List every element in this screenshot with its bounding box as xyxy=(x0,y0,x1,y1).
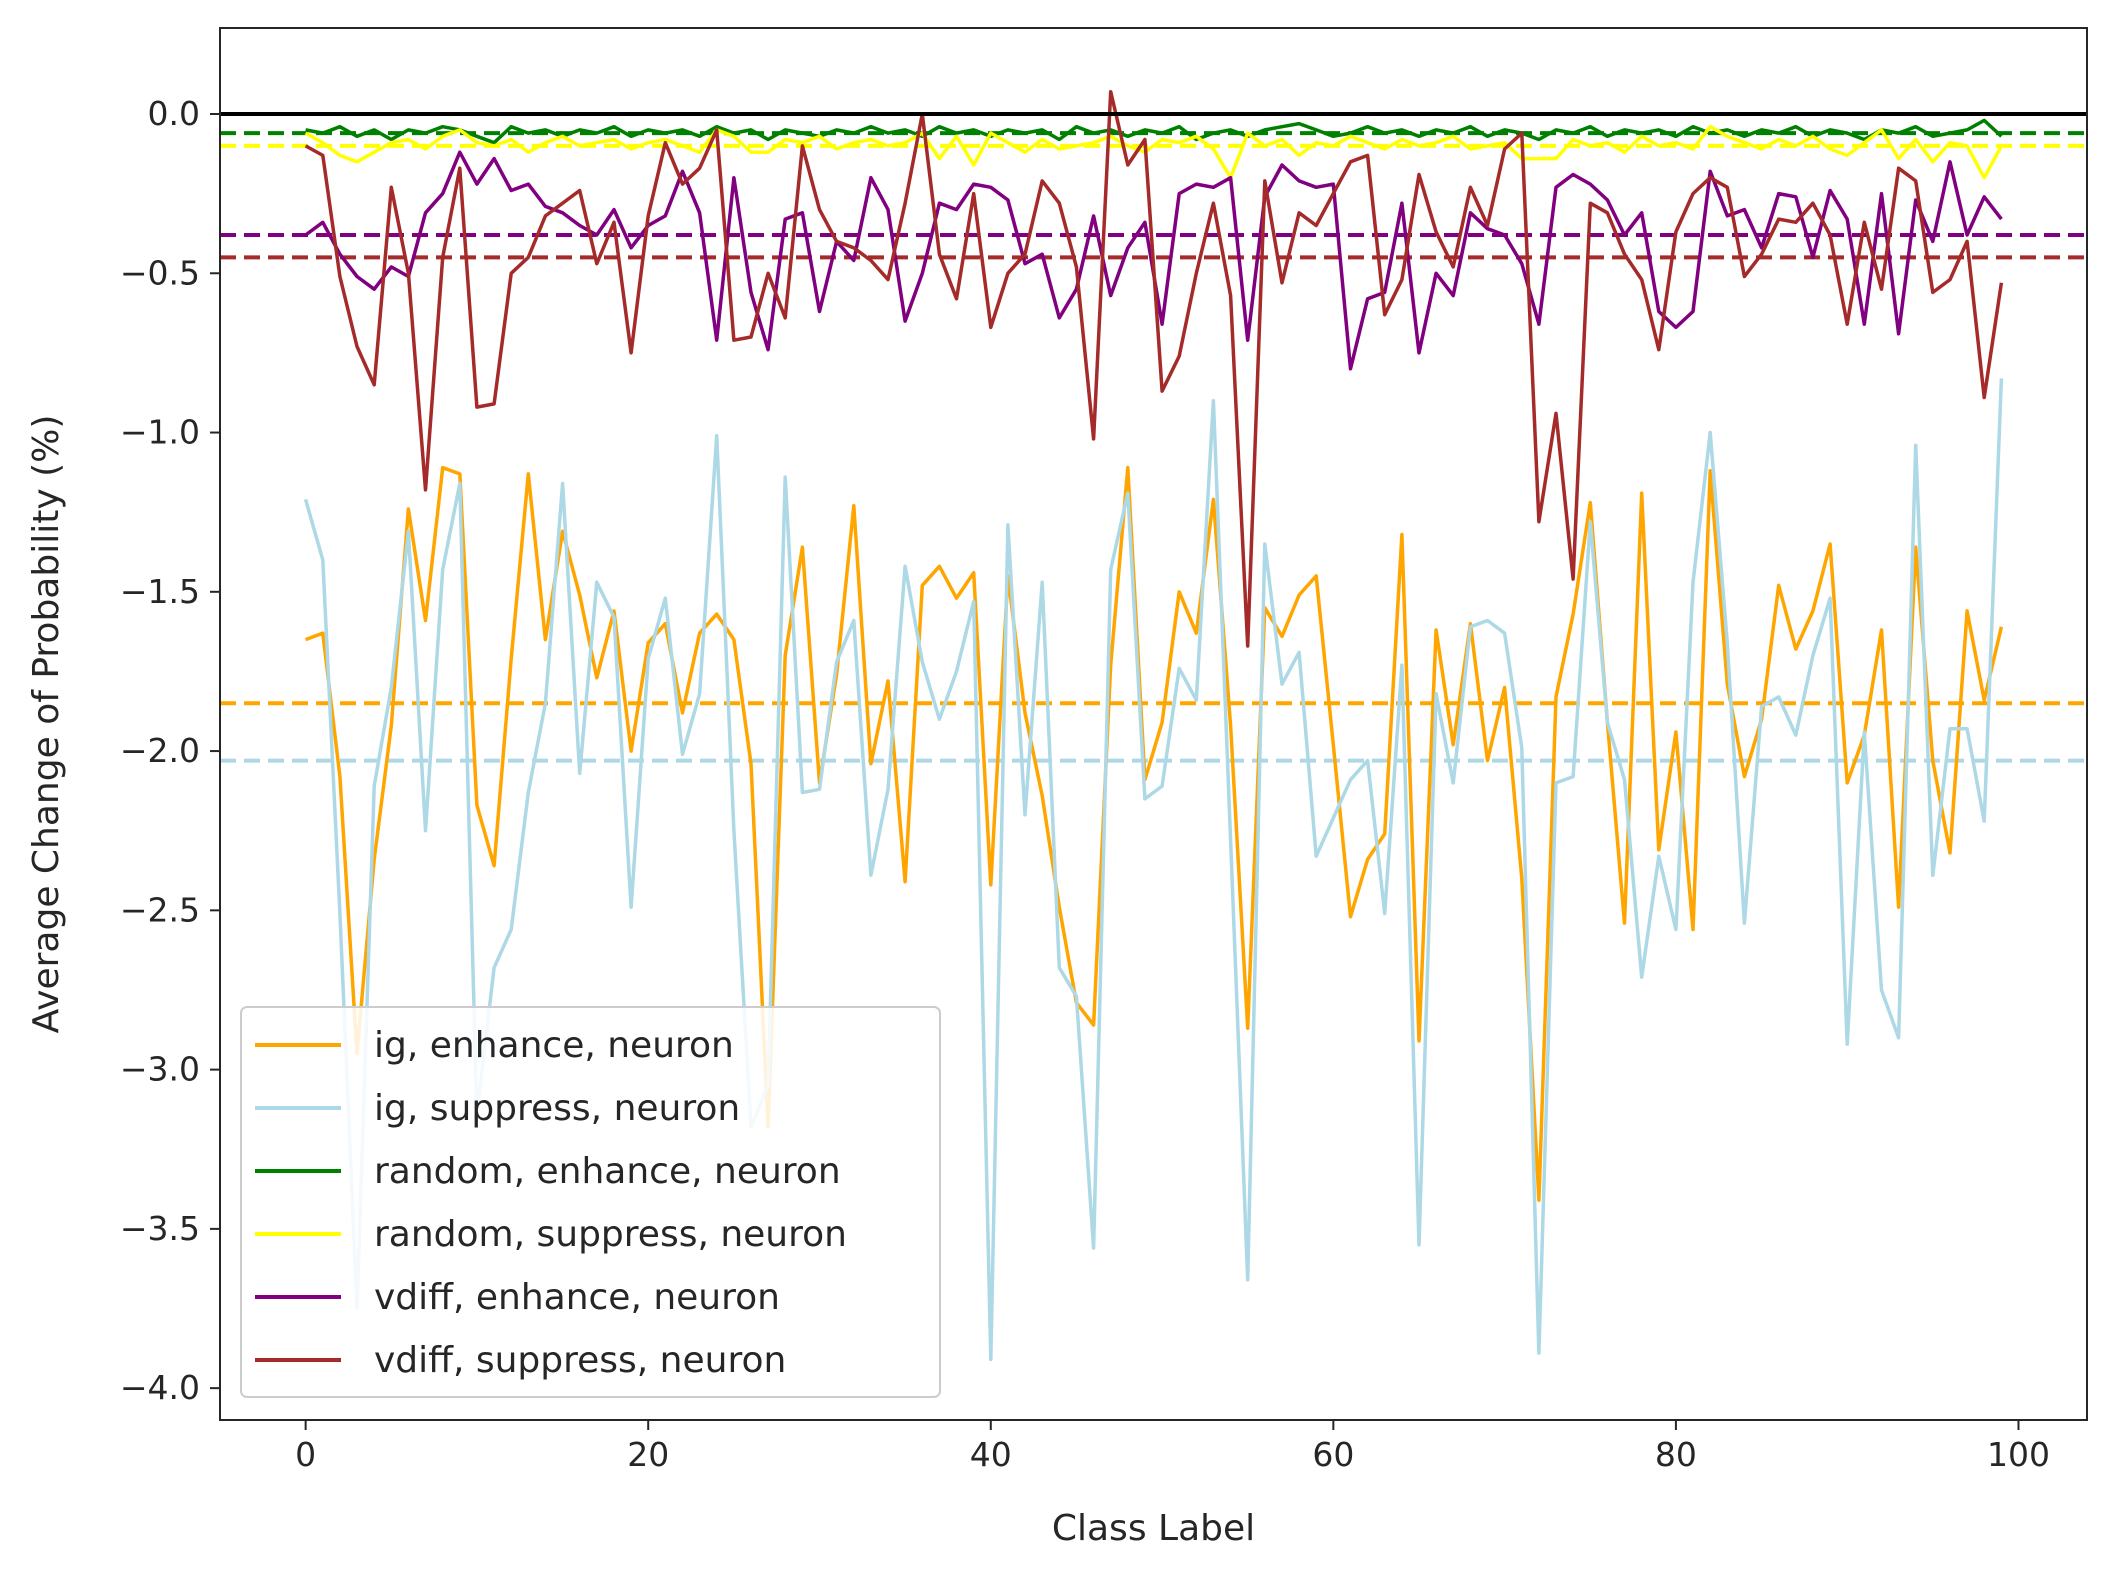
y-tick-label: −4.0 xyxy=(120,1368,200,1407)
legend: ig, enhance, neuron ig, suppress, neuron r… xyxy=(240,1006,941,1398)
legend-box xyxy=(240,1006,941,1398)
series-lines-layer xyxy=(303,89,2004,1362)
legend-label-0: ig, enhance, neuron xyxy=(374,1025,734,1066)
y-axis: 0.0 −0.5 −1.0 −1.5 −2.0 −2.5 −3.0 −3.5 −4.0 xyxy=(120,94,220,1407)
series-line-1 xyxy=(303,378,2004,1362)
y-tick-label: 0.0 xyxy=(148,94,200,133)
x-tick-label: 20 xyxy=(627,1435,669,1474)
y-tick-label: −2.0 xyxy=(120,731,200,770)
x-tick-label: 80 xyxy=(1655,1435,1697,1474)
legend-label-1: ig, suppress, neuron xyxy=(374,1088,740,1129)
legend-label-2: random, enhance, neuron xyxy=(374,1151,841,1192)
series-line-0 xyxy=(304,465,2004,1202)
series-line-5 xyxy=(304,89,2004,648)
legend-label-3: random, suppress, neuron xyxy=(374,1214,847,1255)
y-tick-label: −1.0 xyxy=(120,413,200,452)
x-tick-label: 40 xyxy=(970,1435,1012,1474)
y-axis-title: Average Change of Probability (%) xyxy=(26,415,67,1034)
y-tick-label: −3.0 xyxy=(120,1050,200,1089)
x-axis-title: Class Label xyxy=(1052,1508,1255,1549)
x-tick-label: 0 xyxy=(295,1435,316,1474)
x-tick-label: 60 xyxy=(1312,1435,1354,1474)
legend-label-4: vdiff, enhance, neuron xyxy=(374,1277,780,1318)
plot-frame xyxy=(219,27,2088,1421)
y-tick-label: −1.5 xyxy=(120,572,200,611)
legend-label-5: vdiff, suppress, neuron xyxy=(374,1340,786,1381)
y-tick-label: −2.5 xyxy=(120,890,200,929)
series-line-3 xyxy=(304,124,2003,180)
x-axis: 0 20 40 60 80 100 xyxy=(295,1420,2050,1474)
y-tick-label: −3.5 xyxy=(120,1209,200,1248)
x-tick-label: 100 xyxy=(1987,1435,2050,1474)
y-tick-label: −0.5 xyxy=(120,253,200,292)
